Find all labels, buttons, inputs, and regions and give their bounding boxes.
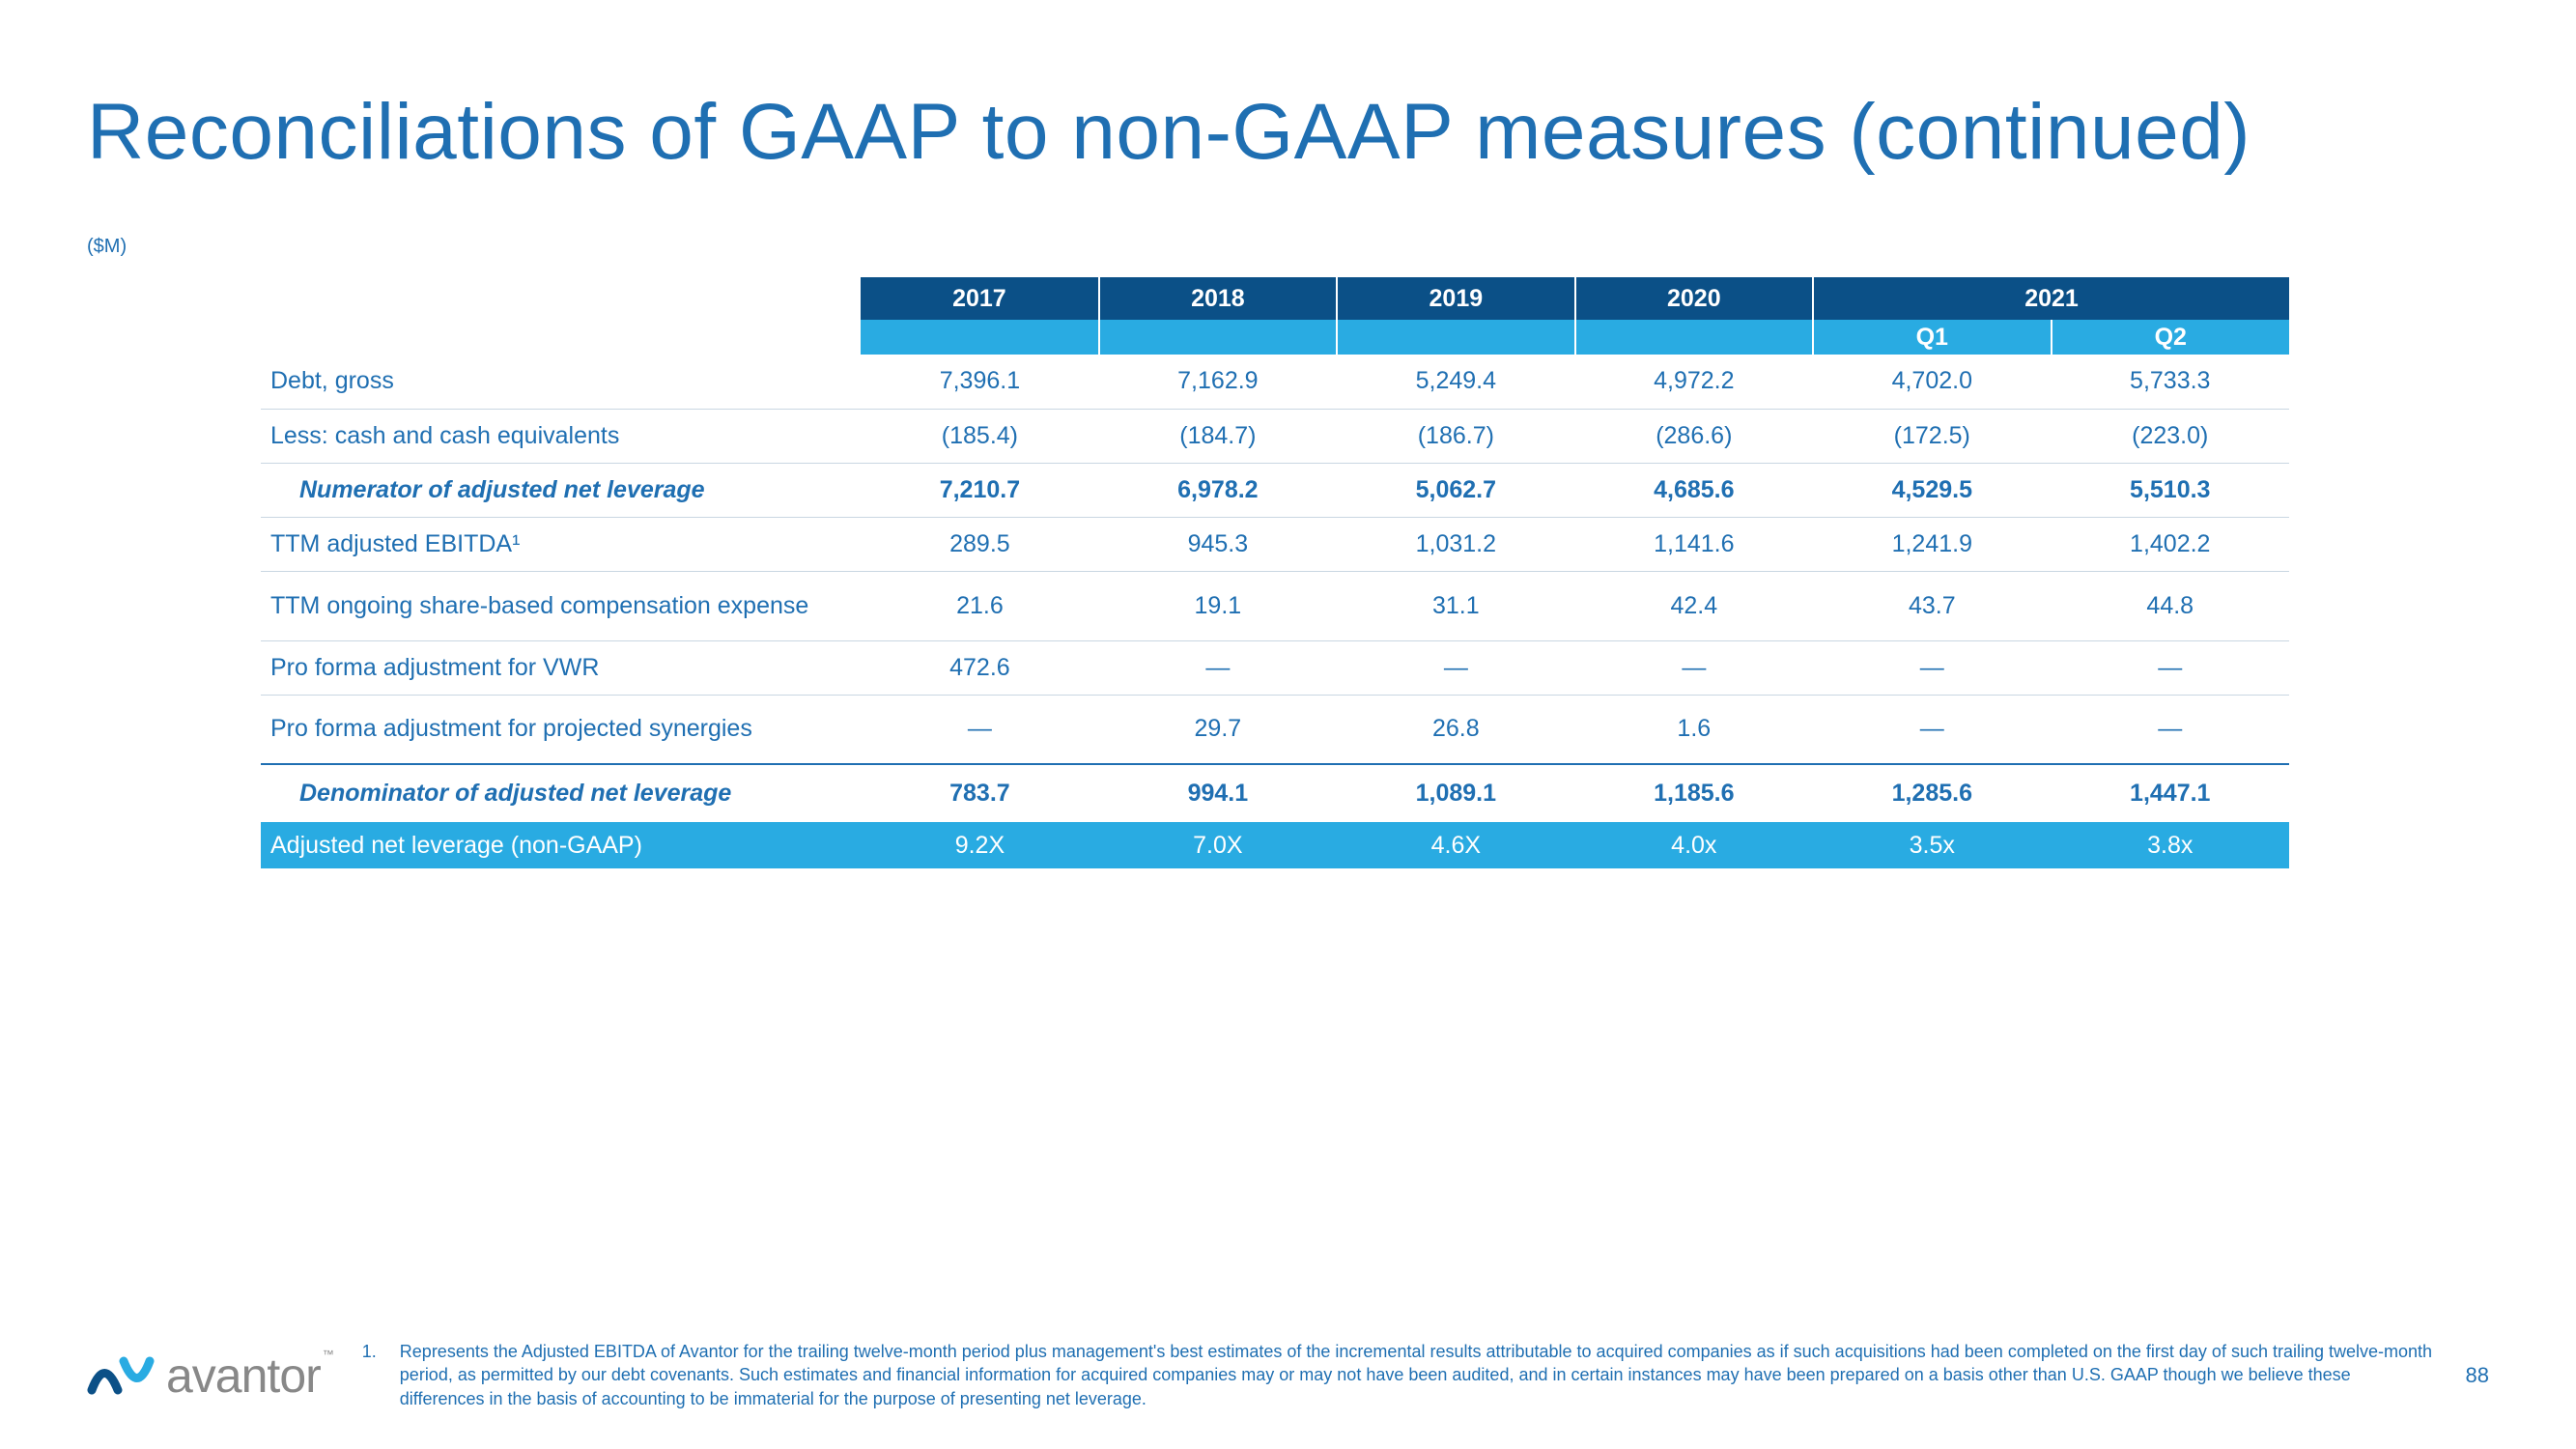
cell: — [1099,640,1337,695]
cell: 1,285.6 [1813,764,2051,822]
cell: 945.3 [1099,517,1337,571]
row-numerator: Numerator of adjusted net leverage 7,210… [261,463,2289,517]
cell: 7,396.1 [861,355,1098,409]
cell: 44.8 [2052,571,2289,640]
subcol-empty [1337,320,1574,355]
cell: — [2052,695,2289,764]
cell: — [861,695,1098,764]
subcol-empty [1099,320,1337,355]
cell: 6,978.2 [1099,463,1337,517]
col-2020: 2020 [1575,277,1813,320]
cell: 3.8x [2052,822,2289,868]
cell: 4.6X [1337,822,1574,868]
cell: (172.5) [1813,409,2051,463]
cell: 4,685.6 [1575,463,1813,517]
cell: — [1813,640,2051,695]
cell: 1,241.9 [1813,517,2051,571]
col-2018: 2018 [1099,277,1337,320]
avantor-logo-text: avantor™ [166,1348,333,1404]
cell: 1,447.1 [2052,764,2289,822]
subcol-empty [1575,320,1813,355]
cell: 42.4 [1575,571,1813,640]
row-label: Adjusted net leverage (non-GAAP) [261,822,861,868]
cell: — [1813,695,2051,764]
cell: 19.1 [1099,571,1337,640]
avantor-logo: avantor™ [87,1348,333,1404]
cell: 21.6 [861,571,1098,640]
trademark-icon: ™ [323,1348,333,1361]
cell: 7.0X [1099,822,1337,868]
row-label: Pro forma adjustment for VWR [261,640,861,695]
cell: 472.6 [861,640,1098,695]
cell: (185.4) [861,409,1098,463]
row-label: Pro forma adjustment for projected syner… [261,695,861,764]
col-2019: 2019 [1337,277,1574,320]
cell: 5,062.7 [1337,463,1574,517]
cell: 43.7 [1813,571,2051,640]
cell: — [1337,640,1574,695]
cell: 4,972.2 [1575,355,1813,409]
row-ttm-ebitda: TTM adjusted EBITDA¹ 289.5 945.3 1,031.2… [261,517,2289,571]
col-2021: 2021 [1813,277,2289,320]
cell: 4,529.5 [1813,463,2051,517]
avantor-logo-icon [87,1351,155,1400]
footnote-number: 1. [362,1340,377,1410]
header-blank [261,320,861,355]
cell: (186.7) [1337,409,1574,463]
cell: 5,510.3 [2052,463,2289,517]
subcol-empty [861,320,1098,355]
cell: 1,031.2 [1337,517,1574,571]
cell: 289.5 [861,517,1098,571]
cell: 1.6 [1575,695,1813,764]
cell: 1,185.6 [1575,764,1813,822]
row-label: TTM adjusted EBITDA¹ [261,517,861,571]
table-header-quarters: Q1 Q2 [261,320,2289,355]
cell: 29.7 [1099,695,1337,764]
subcol-q2: Q2 [2052,320,2289,355]
cell: — [1575,640,1813,695]
table-header-years: 2017 2018 2019 2020 2021 [261,277,2289,320]
page-number: 88 [2466,1363,2489,1388]
row-adjusted-leverage: Adjusted net leverage (non-GAAP) 9.2X 7.… [261,822,2289,868]
row-label: Debt, gross [261,355,861,409]
row-denominator: Denominator of adjusted net leverage 783… [261,764,2289,822]
unit-label: ($M) [87,236,2489,258]
cell: — [2052,640,2289,695]
cell: (286.6) [1575,409,1813,463]
row-label: TTM ongoing share-based compensation exp… [261,571,861,640]
reconciliation-table: 2017 2018 2019 2020 2021 Q1 Q2 Debt, gro… [261,277,2289,868]
cell: 31.1 [1337,571,1574,640]
cell: 1,141.6 [1575,517,1813,571]
cell: 5,249.4 [1337,355,1574,409]
cell: 1,402.2 [2052,517,2289,571]
cell: 7,162.9 [1099,355,1337,409]
subcol-q1: Q1 [1813,320,2051,355]
row-pf-syn: Pro forma adjustment for projected syner… [261,695,2289,764]
row-label: Numerator of adjusted net leverage [261,463,861,517]
cell: (184.7) [1099,409,1337,463]
footer: avantor™ 1. Represents the Adjusted EBIT… [87,1340,2489,1410]
header-blank [261,277,861,320]
row-label: Less: cash and cash equivalents [261,409,861,463]
cell: 994.1 [1099,764,1337,822]
footnote-text: Represents the Adjusted EBITDA of Avanto… [400,1340,2437,1410]
cell: 7,210.7 [861,463,1098,517]
row-ttm-sbc: TTM ongoing share-based compensation exp… [261,571,2289,640]
page-title: Reconciliations of GAAP to non-GAAP meas… [87,87,2489,178]
row-less-cash: Less: cash and cash equivalents (185.4) … [261,409,2289,463]
cell: 4.0x [1575,822,1813,868]
row-pf-vwr: Pro forma adjustment for VWR 472.6 — — —… [261,640,2289,695]
cell: 3.5x [1813,822,2051,868]
cell: 4,702.0 [1813,355,2051,409]
cell: (223.0) [2052,409,2289,463]
col-2017: 2017 [861,277,1098,320]
row-debt-gross: Debt, gross 7,396.1 7,162.9 5,249.4 4,97… [261,355,2289,409]
cell: 783.7 [861,764,1098,822]
cell: 5,733.3 [2052,355,2289,409]
cell: 26.8 [1337,695,1574,764]
cell: 1,089.1 [1337,764,1574,822]
row-label: Denominator of adjusted net leverage [261,764,861,822]
footnote: 1. Represents the Adjusted EBITDA of Ava… [362,1340,2437,1410]
cell: 9.2X [861,822,1098,868]
